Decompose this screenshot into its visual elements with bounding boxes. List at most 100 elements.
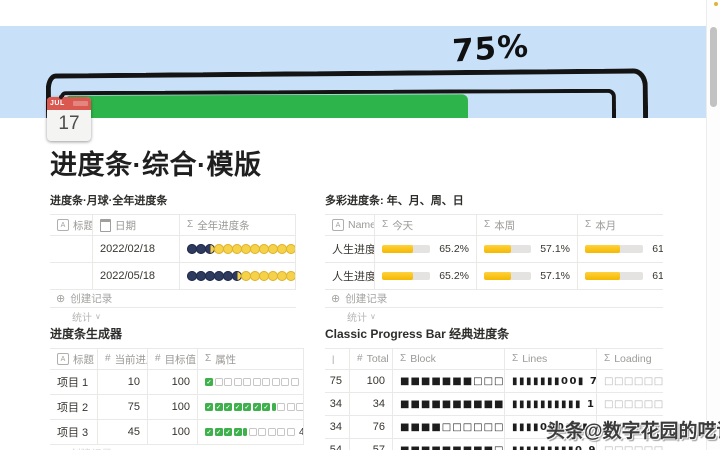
- column-header-title[interactable]: A 标题: [50, 349, 98, 369]
- page-calendar-icon[interactable]: JUL 17: [47, 95, 91, 141]
- table-row: 人生进度条 65.2% 57.1% 61.2%: [325, 236, 663, 263]
- name-cell[interactable]: 人生进度条: [325, 263, 375, 289]
- classic-header-row: | # Total Pag Σ Block Σ Lines Σ Loading: [325, 349, 663, 370]
- current-cell[interactable]: 75: [98, 395, 148, 419]
- column-header-month[interactable]: Σ 本月: [578, 215, 663, 235]
- loading-progress-cell[interactable]: □□□□□□□□□| 94%: [597, 439, 663, 450]
- column-header-property[interactable]: Σ 属性: [198, 349, 304, 369]
- generator-table: 进度条生成器 A 标题 # 当前进度 # 目标值 Σ 属性: [50, 325, 304, 450]
- lines-progress-cell[interactable]: ▮▮▮▮▮▮▮▮▮▮ 100%: [505, 393, 597, 415]
- today-progress-cell[interactable]: 65.2%: [375, 263, 477, 289]
- table-row: 34 76 ■■■■□□□□□□ 44% ▮▮▮▮00000▮ 44% □□□□…: [325, 416, 663, 439]
- scrollbar-track[interactable]: [706, 0, 720, 450]
- column-header-lines[interactable]: Σ Lines: [505, 349, 597, 369]
- week-progress-cell[interactable]: 57.1%: [477, 263, 578, 289]
- column-header-block[interactable]: Σ Block: [393, 349, 505, 369]
- column-header-current[interactable]: # 当前进度: [98, 349, 148, 369]
- current-cell[interactable]: 10: [98, 370, 148, 394]
- classic-progress-table: Classic Progress Bar 经典进度条 | # Total Pag…: [325, 325, 663, 450]
- current-cell[interactable]: 45: [98, 420, 148, 444]
- table-row: 人生进度条 65.2% 57.1% 61.2%: [325, 263, 663, 290]
- chevron-down-icon: ∨: [95, 311, 101, 321]
- check-tiles: ✓ ✓ ✓ ✓: [205, 428, 296, 436]
- new-record-button[interactable]: ⊕ 创建记录: [325, 290, 663, 308]
- check-progress-cell[interactable]: ✓ 10%: [198, 370, 304, 394]
- cover-progressbar-fill: [65, 94, 469, 118]
- total-cell[interactable]: 57: [350, 439, 393, 450]
- column-header-title[interactable]: A 标题: [50, 215, 93, 235]
- yellow-speck: [714, 2, 718, 6]
- column-header-name[interactable]: A Name: [325, 215, 375, 235]
- target-cell[interactable]: 100: [148, 370, 198, 394]
- column-header-loading[interactable]: Σ Loading: [597, 349, 663, 369]
- month-progress-cell[interactable]: 61.2%: [578, 236, 663, 262]
- title-cell[interactable]: [50, 236, 93, 262]
- date-cell[interactable]: 2022/02/18: [93, 236, 180, 262]
- read-cell[interactable]: 54: [325, 439, 350, 450]
- loading-progress-cell[interactable]: □□□□|□□□□□□ 44%: [597, 416, 663, 438]
- moon-progress-cell[interactable]: [180, 236, 296, 262]
- chevron-down-icon: ∨: [370, 311, 376, 321]
- total-cell[interactable]: 76: [350, 416, 393, 438]
- column-header-target[interactable]: # 目标值: [148, 349, 198, 369]
- column-header-total-pages[interactable]: # Total Pag: [350, 349, 393, 369]
- colorful-table-title: 多彩进度条: 年、月、周、日: [325, 195, 464, 207]
- calculate-button[interactable]: 统计 ∨: [347, 311, 376, 324]
- read-cell[interactable]: 34: [325, 393, 350, 415]
- lines-progress-cell[interactable]: ▮▮▮▮00000▮ 44%: [505, 416, 597, 438]
- block-progress-cell[interactable]: ■■■■□□□□□□ 44%: [393, 416, 505, 438]
- progress-percent: 65.2%: [439, 270, 469, 282]
- project-name-cell[interactable]: 项目 2: [50, 395, 98, 419]
- block-progress-cell[interactable]: ■■■■■■■■■□ 94%: [393, 439, 505, 450]
- date-cell[interactable]: 2022/05/18: [93, 263, 180, 289]
- calculate-button[interactable]: 统计 ∨: [72, 311, 101, 324]
- plus-icon: ⊕: [56, 447, 65, 450]
- column-header-year-progress[interactable]: Σ 全年进度条: [180, 215, 296, 235]
- title-cell[interactable]: [50, 263, 93, 289]
- project-name-cell[interactable]: 项目 3: [50, 420, 98, 444]
- read-cell[interactable]: 75: [325, 370, 350, 392]
- calendar-icon: [100, 218, 111, 232]
- check-progress-cell[interactable]: ✓✓✓✓✓✓✓ 75%: [198, 395, 304, 419]
- hash-icon: #: [105, 353, 111, 364]
- calendar-scribble: [73, 101, 88, 106]
- read-cell[interactable]: 34: [325, 416, 350, 438]
- sigma-icon: Σ: [484, 219, 491, 230]
- week-progress-cell[interactable]: 57.1%: [477, 236, 578, 262]
- pipe-icon: |: [332, 354, 335, 364]
- block-progress-cell[interactable]: ■■■■■■■□□□ 75%: [393, 370, 505, 392]
- calendar-binder-dot: [59, 95, 63, 99]
- moon-progress-cell[interactable]: [180, 263, 296, 289]
- project-name-cell[interactable]: 项目 1: [50, 370, 98, 394]
- total-cell[interactable]: 100: [350, 370, 393, 392]
- column-header-today[interactable]: Σ 今天: [375, 215, 477, 235]
- lines-progress-cell[interactable]: ▮▮▮▮▮▮▮▮▮0 94%: [505, 439, 597, 450]
- new-record-button[interactable]: ⊕ 创建记录: [50, 445, 304, 450]
- scrollbar-thumb[interactable]: [710, 27, 717, 107]
- name-cell[interactable]: 人生进度条: [325, 236, 375, 262]
- column-header-date[interactable]: 日期: [93, 215, 180, 235]
- check-progress-cell[interactable]: ✓✓✓✓ 45%: [198, 420, 304, 444]
- new-record-button[interactable]: ⊕ 创建记录: [50, 290, 296, 308]
- moon-table-header-row: A 标题 日期 Σ 全年进度条: [50, 215, 296, 236]
- column-header-clipped[interactable]: |: [325, 349, 350, 369]
- progress-bar: [585, 245, 643, 253]
- lines-progress-cell[interactable]: ▮▮▮▮▮▮▮00▮ 75%: [505, 370, 597, 392]
- month-progress-cell[interactable]: 61.2%: [578, 263, 663, 289]
- table-row: 2022/02/18: [50, 236, 296, 263]
- column-header-week[interactable]: Σ 本周: [477, 215, 578, 235]
- check-tiles: ✓ ✓ ✓ ✓ ✓ ✓ ✓: [205, 403, 303, 411]
- a-icon: A: [57, 219, 69, 231]
- loading-progress-cell[interactable]: □□□□□□□□□□| 100%: [597, 393, 663, 415]
- sigma-icon: Σ: [585, 219, 592, 230]
- page-title: 进度条·综合·模版: [50, 150, 262, 180]
- block-progress-cell[interactable]: ■■■■■■■■■■ 100%: [393, 393, 505, 415]
- today-progress-cell[interactable]: 65.2%: [375, 236, 477, 262]
- colorful-progress-table: 多彩进度条: 年、月、周、日 A Name Σ 今天 Σ 本周 Σ 本月: [325, 192, 663, 324]
- total-cell[interactable]: 34: [350, 393, 393, 415]
- loading-progress-cell[interactable]: □□□□□□□|□□□ 75%: [597, 370, 663, 392]
- target-cell[interactable]: 100: [148, 395, 198, 419]
- target-cell[interactable]: 100: [148, 420, 198, 444]
- progress-percent: 61.2%: [652, 270, 663, 282]
